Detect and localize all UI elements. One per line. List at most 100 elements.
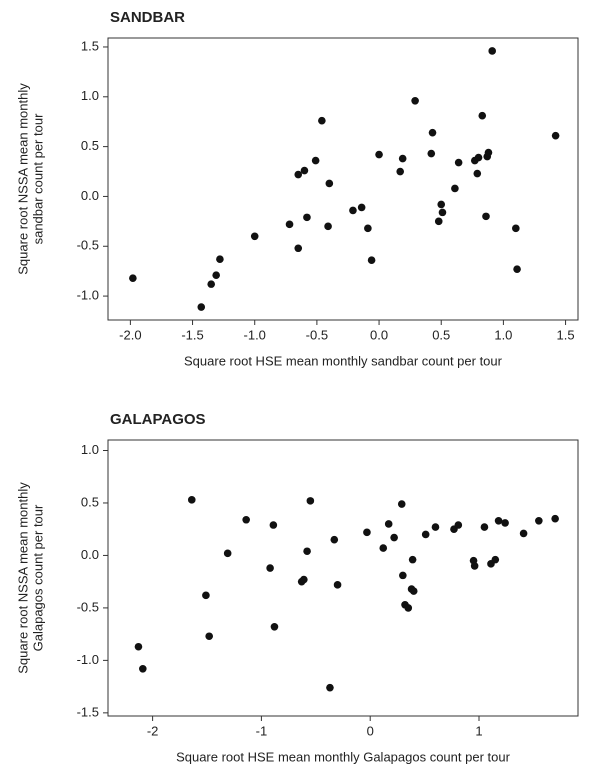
data-point — [384, 520, 393, 528]
data-point — [482, 212, 490, 221]
data-point — [330, 535, 339, 544]
data-point — [434, 217, 443, 226]
data-point — [398, 154, 407, 163]
data-point — [494, 517, 503, 525]
x-tick-label: 1.0 — [494, 327, 512, 342]
data-point — [294, 170, 303, 179]
y-tick-label: 0.0 — [81, 188, 99, 203]
x-axis-label: Square root HSE mean monthly sandbar cou… — [184, 353, 503, 368]
data-point — [187, 496, 196, 504]
y-tick-label: -0.5 — [77, 599, 99, 614]
data-point — [357, 203, 366, 212]
data-point — [134, 642, 143, 651]
y-axis-label: sandbar count per tour — [30, 113, 45, 244]
data-point — [491, 555, 500, 564]
x-tick-label: -2 — [147, 723, 159, 738]
data-point — [409, 587, 418, 595]
data-point — [294, 244, 303, 253]
data-point — [375, 150, 383, 159]
data-point — [454, 158, 463, 167]
data-point — [478, 111, 487, 120]
data-point — [431, 523, 440, 531]
data-point — [474, 153, 483, 162]
y-tick-label: 0.5 — [81, 138, 99, 153]
data-point — [216, 255, 224, 264]
plot-frame — [107, 37, 579, 321]
data-point — [437, 200, 446, 209]
data-point — [438, 208, 447, 217]
data-point — [207, 280, 216, 288]
data-point — [349, 206, 357, 215]
y-tick-label: -1.0 — [77, 288, 99, 303]
data-point — [404, 604, 413, 612]
data-point — [303, 213, 311, 222]
data-point — [488, 47, 497, 55]
chart-title: GALAPAGOS — [110, 411, 206, 428]
data-point — [318, 116, 326, 125]
chart-title: SANDBAR — [110, 9, 185, 26]
data-point — [421, 530, 430, 539]
data-point — [379, 544, 388, 552]
x-tick-label: 0 — [367, 723, 374, 738]
data-point — [306, 497, 315, 505]
data-point — [139, 664, 147, 673]
x-tick-label: -2.0 — [119, 327, 141, 342]
data-point — [266, 564, 274, 572]
y-tick-label: 0.0 — [81, 547, 99, 562]
data-point — [473, 169, 482, 178]
data-point — [501, 519, 509, 527]
x-tick-label: -1 — [256, 723, 268, 738]
data-point — [269, 521, 278, 529]
x-tick-label: -0.5 — [306, 327, 328, 342]
data-point — [363, 528, 371, 537]
data-point — [303, 547, 311, 556]
data-point — [451, 184, 459, 193]
y-axis-label: Square root NSSA mean monthly — [15, 83, 30, 275]
data-point — [300, 166, 309, 175]
data-point — [512, 224, 520, 233]
data-point — [411, 96, 419, 105]
data-point — [285, 220, 294, 229]
data-point — [205, 632, 213, 641]
data-point — [408, 555, 417, 564]
data-point — [519, 529, 528, 538]
data-point — [202, 591, 210, 600]
data-point — [399, 571, 407, 580]
x-axis-label: Square root HSE mean monthly Galapagos c… — [176, 749, 511, 764]
x-tick-label: 1 — [475, 723, 482, 738]
y-tick-label: 1.5 — [81, 38, 99, 53]
data-point — [484, 148, 493, 157]
y-tick-label: -0.5 — [77, 238, 99, 253]
y-tick-label: 0.5 — [81, 494, 99, 509]
y-tick-label: -1.5 — [77, 704, 99, 719]
data-point — [324, 222, 332, 231]
x-tick-label: 1.5 — [557, 327, 575, 342]
data-point — [390, 533, 398, 542]
x-tick-label: 0.5 — [432, 327, 450, 342]
y-axis-label: Galapagos count per tour — [30, 504, 45, 651]
data-point — [397, 500, 406, 508]
data-point — [428, 128, 437, 137]
data-point — [367, 256, 376, 265]
x-tick-label: 0.0 — [370, 327, 388, 342]
data-point — [480, 523, 489, 531]
x-tick-label: -1.5 — [181, 327, 203, 342]
data-point — [300, 575, 308, 584]
y-tick-label: 1.0 — [81, 442, 99, 457]
data-point — [129, 274, 137, 282]
data-point — [513, 265, 521, 273]
data-point — [551, 131, 560, 140]
data-point — [270, 622, 279, 631]
y-tick-label: -1.0 — [77, 652, 99, 667]
y-axis-label: Square root NSSA mean monthly — [15, 482, 30, 674]
data-point — [325, 179, 334, 188]
data-point — [364, 224, 372, 233]
data-point — [197, 303, 206, 311]
data-point — [242, 515, 250, 524]
data-point — [212, 271, 220, 279]
data-point — [223, 549, 232, 558]
plot-frame — [107, 439, 579, 717]
data-point — [326, 683, 334, 692]
data-point — [311, 156, 320, 165]
